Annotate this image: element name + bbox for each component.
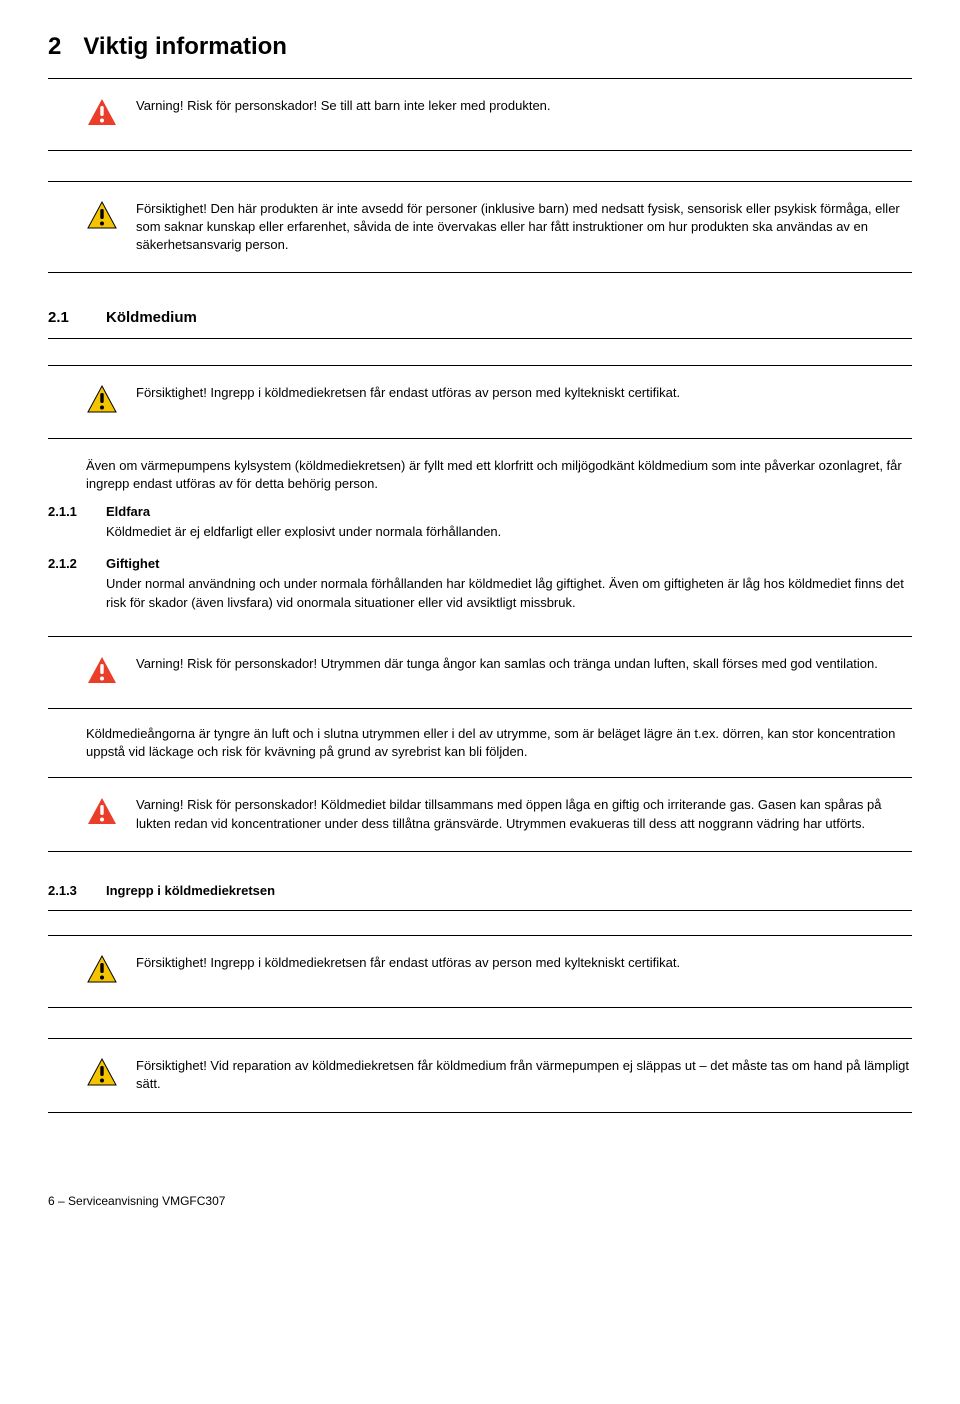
warning-alert: Varning! Risk för personskador! Se till … <box>48 87 912 142</box>
caution-alert: Försiktighet! Ingrepp i köldmediekretsen… <box>48 944 912 999</box>
subsubsection-title: Eldfara <box>106 503 150 521</box>
warning-triangle-icon <box>86 796 118 831</box>
divider <box>48 438 912 439</box>
section-heading: 2 Viktig information <box>48 30 912 64</box>
divider <box>48 150 912 151</box>
divider <box>48 935 912 936</box>
divider <box>48 181 912 182</box>
subsubsection-number: 2.1.2 <box>48 555 106 573</box>
divider <box>48 365 912 366</box>
body-paragraph: Köldmediet är ej eldfarligt eller explos… <box>48 523 912 541</box>
caution-triangle-icon <box>86 200 118 235</box>
divider <box>48 910 912 911</box>
warning-triangle-icon <box>86 97 118 132</box>
subsection-heading: 2.1 Köldmedium <box>48 307 912 328</box>
subsubsection-heading: 2.1.2 Giftighet <box>48 555 912 573</box>
body-paragraph: Även om värmepumpens kylsystem (köldmedi… <box>48 457 912 493</box>
caution-triangle-icon <box>86 954 118 989</box>
body-paragraph: Köldmedieångorna är tyngre än luft och i… <box>48 725 912 761</box>
caution-body: Den här produkten är inte avsedd för per… <box>136 201 900 252</box>
subsubsection-title: Giftighet <box>106 555 159 573</box>
alert-text: Varning! Risk för personskador! Se till … <box>136 97 912 115</box>
warning-triangle-icon <box>86 655 118 690</box>
divider <box>48 777 912 778</box>
subsubsection-number: 2.1.3 <box>48 882 106 900</box>
subsection-title: Köldmedium <box>106 307 197 328</box>
alert-text: Försiktighet! Den här produkten är inte … <box>136 200 912 255</box>
divider <box>48 78 912 79</box>
divider <box>48 338 912 339</box>
body-paragraph: Under normal användning och under normal… <box>48 575 912 611</box>
divider <box>48 708 912 709</box>
divider <box>48 1038 912 1039</box>
divider <box>48 1007 912 1008</box>
caution-label: Försiktighet! <box>136 201 207 216</box>
page-footer: 6 – Serviceanvisning VMGFC307 <box>48 1193 912 1210</box>
subsubsection-heading: 2.1.1 Eldfara <box>48 503 912 521</box>
caution-triangle-icon <box>86 384 118 419</box>
alert-text: Försiktighet! Ingrepp i köldmediekretsen… <box>136 954 912 972</box>
subsubsection-heading: 2.1.3 Ingrepp i köldmediekretsen <box>48 882 912 900</box>
section-title: Viktig information <box>83 30 287 64</box>
divider <box>48 272 912 273</box>
alert-text: Varning! Risk för personskador! Köldmedi… <box>136 796 912 832</box>
caution-alert: Försiktighet! Ingrepp i köldmediekretsen… <box>48 374 912 429</box>
warning-alert: Varning! Risk för personskador! Utrymmen… <box>48 645 912 700</box>
caution-alert: Försiktighet! Den här produkten är inte … <box>48 190 912 265</box>
subsubsection-number: 2.1.1 <box>48 503 106 521</box>
warning-alert: Varning! Risk för personskador! Köldmedi… <box>48 786 912 842</box>
divider <box>48 851 912 852</box>
caution-triangle-icon <box>86 1057 118 1092</box>
subsection-number: 2.1 <box>48 307 106 328</box>
divider <box>48 636 912 637</box>
alert-text: Varning! Risk för personskador! Utrymmen… <box>136 655 912 673</box>
divider <box>48 1112 912 1113</box>
subsubsection-title: Ingrepp i köldmediekretsen <box>106 882 275 900</box>
caution-alert: Försiktighet! Vid reparation av köldmedi… <box>48 1047 912 1103</box>
alert-text: Försiktighet! Ingrepp i köldmediekretsen… <box>136 384 912 402</box>
alert-text: Försiktighet! Vid reparation av köldmedi… <box>136 1057 912 1093</box>
section-number: 2 <box>48 30 61 64</box>
